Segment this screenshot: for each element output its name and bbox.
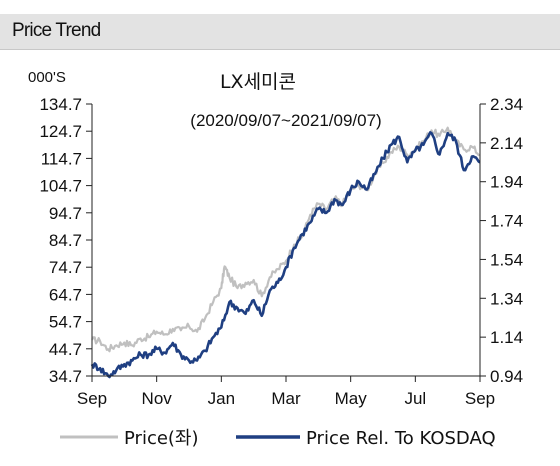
x-tick-label: Nov <box>142 389 173 408</box>
right-tick-label: 1.34 <box>490 289 523 308</box>
x-tick-label: Sep <box>465 389 495 408</box>
left-tick-label: 44.7 <box>49 340 82 359</box>
x-tick-label: Jul <box>404 389 426 408</box>
right-tick-label: 2.14 <box>490 134 523 153</box>
left-tick-label: 54.7 <box>49 313 82 332</box>
right-tick-label: 1.54 <box>490 250 523 269</box>
legend: Price(좌) Price Rel. To KOSDAQ <box>60 428 496 449</box>
x-tick-label: Jan <box>208 389 235 408</box>
left-tick-label: 84.7 <box>49 231 82 250</box>
x-tick-label: Mar <box>271 389 301 408</box>
legend-item-relative-label: Price Rel. To KOSDAQ <box>306 428 496 449</box>
plot-frame <box>91 104 481 377</box>
left-tick-label: 64.7 <box>49 285 82 304</box>
left-axis: 134.7 124.7 114.7 104.7 94.7 84.7 74.7 64.7 54.7… <box>39 95 92 386</box>
left-tick-label: 114.7 <box>41 149 82 168</box>
x-axis: Sep Nov Jan Mar May Jul Sep <box>77 376 495 408</box>
right-tick-label: 1.94 <box>490 173 523 192</box>
right-tick-label: 1.74 <box>490 212 523 231</box>
header-bar: Price Trend <box>0 14 560 50</box>
x-tick-label: Sep <box>77 389 107 408</box>
chart-title: LX세미콘 <box>220 71 296 93</box>
left-tick-label: 124.7 <box>39 122 82 141</box>
left-tick-label: 94.7 <box>49 204 82 223</box>
right-tick-label: 1.14 <box>490 328 523 347</box>
price-series-line <box>91 126 481 353</box>
series-layer <box>90 126 481 379</box>
right-tick-label: 0.94 <box>490 367 523 386</box>
legend-item-price-label: Price(좌) <box>124 428 199 449</box>
right-tick-label: 2.34 <box>490 95 523 114</box>
header-title: Price Trend <box>12 20 101 41</box>
left-axis-unit: 000'S <box>28 69 66 86</box>
relative-price-series-line <box>90 131 481 379</box>
left-tick-label: 134.7 <box>39 95 82 114</box>
right-axis: 2.34 2.14 1.94 1.74 1.54 1.34 1.14 0.94 <box>480 95 523 386</box>
left-tick-label: 74.7 <box>49 258 82 277</box>
left-tick-label: 34.7 <box>49 367 82 386</box>
x-tick-label: May <box>335 389 368 408</box>
chart-subtitle: (2020/09/07~2021/09/07) <box>190 111 381 130</box>
left-tick-label: 104.7 <box>39 177 82 196</box>
